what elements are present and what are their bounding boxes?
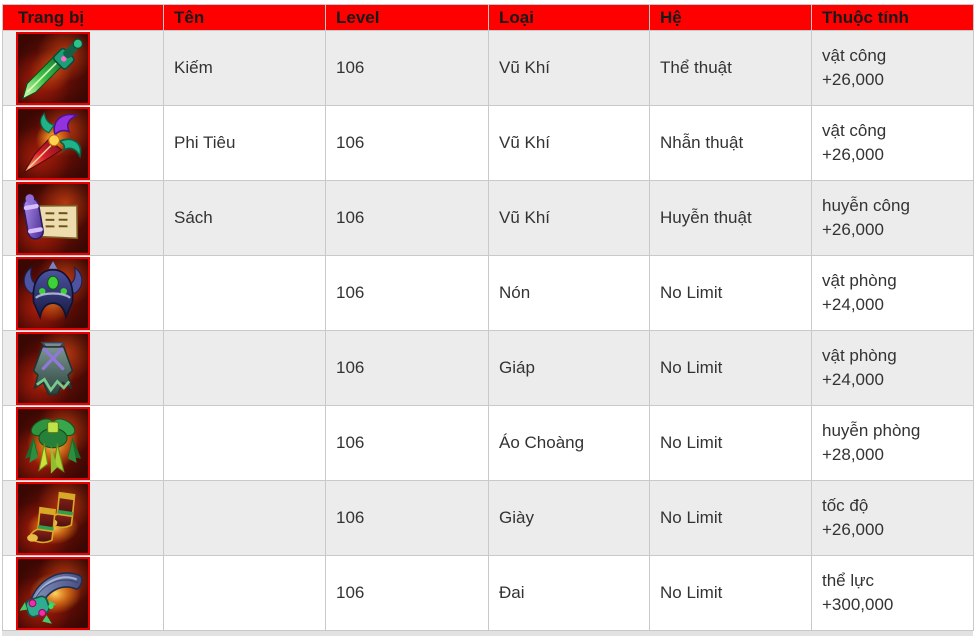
element-cell: Huyễn thuật — [649, 180, 812, 256]
name-cell — [163, 480, 326, 556]
element-cell: No Limit — [649, 405, 812, 481]
type-cell: Vũ Khí — [488, 105, 650, 181]
attribute-name: tốc độ — [822, 496, 869, 515]
element-cell: Nhẫn thuật — [649, 105, 812, 181]
attribute-name: vật công — [822, 46, 887, 65]
name-cell — [163, 405, 326, 481]
level-cell: 106 — [325, 405, 489, 481]
attribute-name: vật phòng — [822, 346, 897, 365]
element-cell: No Limit — [649, 330, 812, 406]
belt-icon — [16, 556, 90, 630]
attribute-value: +26,000 — [822, 520, 884, 539]
type-cell: Vũ Khí — [488, 180, 650, 256]
equipment-cell — [2, 255, 164, 331]
attribute-cell: thể lực +300,000 — [811, 555, 974, 631]
column-header-equipment: Trang bị — [2, 4, 164, 31]
attribute-cell: vật công +26,000 — [811, 105, 974, 181]
boots-icon — [16, 481, 90, 555]
name-cell — [163, 555, 326, 631]
attribute-cell: tốc độ +26,000 — [811, 480, 974, 556]
name-cell: Sách — [163, 180, 326, 256]
attribute-value: +24,000 — [822, 295, 884, 314]
cloak-icon — [16, 406, 90, 480]
table-bottom-strip — [2, 631, 973, 636]
name-cell — [163, 255, 326, 331]
equipment-cell — [2, 405, 164, 481]
table-row: 106 Đai No Limit thể lực +300,000 — [2, 555, 974, 631]
name-cell: Kiếm — [163, 30, 326, 106]
level-cell: 106 — [325, 330, 489, 406]
attribute-value: +26,000 — [822, 145, 884, 164]
attribute-value: +28,000 — [822, 445, 884, 464]
attribute-value: +24,000 — [822, 370, 884, 389]
level-cell: 106 — [325, 180, 489, 256]
type-cell: Áo Choàng — [488, 405, 650, 481]
level-cell: 106 — [325, 30, 489, 106]
name-cell: Phi Tiêu — [163, 105, 326, 181]
equipment-cell — [2, 480, 164, 556]
attribute-cell: vật phòng +24,000 — [811, 255, 974, 331]
table-row: 106 Giáp No Limit vật phòng +24,000 — [2, 330, 974, 406]
type-cell: Vũ Khí — [488, 30, 650, 106]
table-row: 106 Áo Choàng No Limit huyễn phòng +28,0… — [2, 405, 974, 481]
element-cell: No Limit — [649, 255, 812, 331]
attribute-name: huyễn công — [822, 196, 910, 215]
table-row: 106 Nón No Limit vật phòng +24,000 — [2, 255, 974, 331]
level-cell: 106 — [325, 105, 489, 181]
attribute-value: +26,000 — [822, 70, 884, 89]
table-row: Kiếm 106 Vũ Khí Thể thuật vật công +26,0… — [2, 30, 974, 106]
level-cell: 106 — [325, 255, 489, 331]
dart-icon — [16, 106, 90, 180]
type-cell: Đai — [488, 555, 650, 631]
type-cell: Giày — [488, 480, 650, 556]
attribute-cell: vật công +26,000 — [811, 30, 974, 106]
element-cell: Thể thuật — [649, 30, 812, 106]
equipment-cell — [2, 330, 164, 406]
scroll-icon — [16, 181, 90, 255]
equipment-table: Trang bị Tên Level Loại Hệ Thuộc tính Ki… — [2, 4, 974, 631]
level-cell: 106 — [325, 480, 489, 556]
column-header-attributes: Thuộc tính — [811, 4, 974, 31]
table-row: 106 Giày No Limit tốc độ +26,000 — [2, 480, 974, 556]
attribute-cell: vật phòng +24,000 — [811, 330, 974, 406]
attribute-name: vật phòng — [822, 271, 897, 290]
equipment-cell — [2, 30, 164, 106]
attribute-name: huyễn phòng — [822, 421, 921, 440]
attribute-value: +300,000 — [822, 595, 894, 614]
sword-icon — [16, 31, 90, 105]
equipment-cell — [2, 180, 164, 256]
equipment-cell — [2, 555, 164, 631]
level-cell: 106 — [325, 555, 489, 631]
equipment-cell — [2, 105, 164, 181]
helmet-icon — [16, 256, 90, 330]
name-cell — [163, 330, 326, 406]
attribute-name: thể lực — [822, 571, 875, 590]
column-header-name: Tên — [163, 4, 326, 31]
table-row: Sách 106 Vũ Khí Huyễn thuật huyễn công +… — [2, 180, 974, 256]
type-cell: Giáp — [488, 330, 650, 406]
attribute-value: +26,000 — [822, 220, 884, 239]
table-row: Phi Tiêu 106 Vũ Khí Nhẫn thuật vật công … — [2, 105, 974, 181]
header-row: Trang bị Tên Level Loại Hệ Thuộc tính — [2, 4, 974, 31]
column-header-level: Level — [325, 4, 489, 31]
attribute-name: vật công — [822, 121, 887, 140]
attribute-cell: huyễn phòng +28,000 — [811, 405, 974, 481]
attribute-cell: huyễn công +26,000 — [811, 180, 974, 256]
column-header-element: Hệ — [649, 4, 812, 31]
type-cell: Nón — [488, 255, 650, 331]
armor-icon — [16, 331, 90, 405]
element-cell: No Limit — [649, 480, 812, 556]
column-header-type: Loại — [488, 4, 650, 31]
element-cell: No Limit — [649, 555, 812, 631]
